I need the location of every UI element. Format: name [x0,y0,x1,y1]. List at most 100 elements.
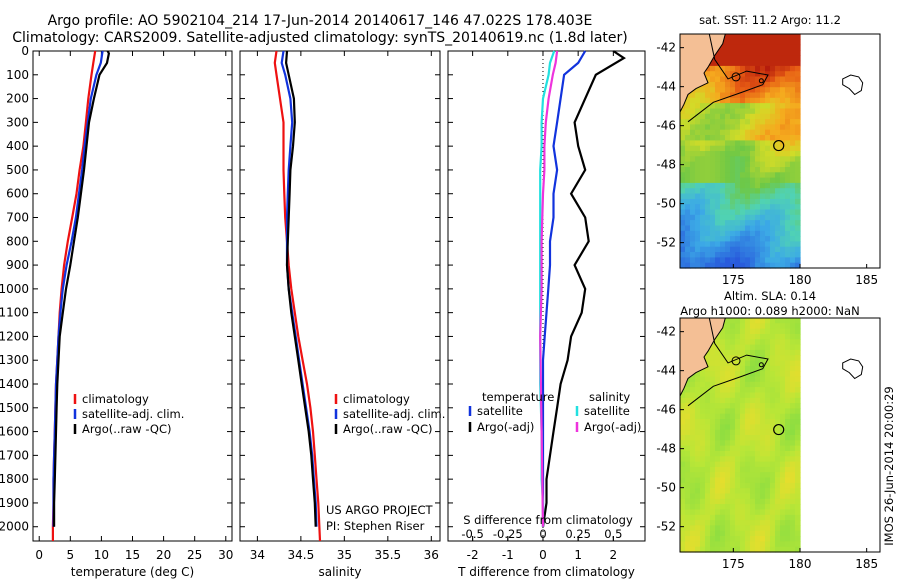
heatmap-cell [770,129,776,136]
heatmap-cell [780,252,786,258]
heatmap-cell [755,92,761,99]
heatmap-cell [725,355,731,362]
heatmap-cell [735,182,741,189]
heatmap-cell [725,456,731,463]
heatmap-cell [705,230,711,237]
heatmap-cell [745,60,751,67]
heatmap-cell [745,360,751,367]
heatmap-cell [705,392,711,399]
heatmap-cell [785,525,791,532]
heatmap-cell [760,328,766,335]
heatmap-cell [740,124,746,131]
heatmap-cell [770,419,776,425]
heatmap-cell [745,135,751,141]
heatmap-cell [690,424,696,431]
heatmap-cell [775,193,781,200]
heatmap-cell [760,119,766,125]
heatmap-cells [680,34,801,269]
heatmap-cell [690,124,696,131]
heatmap-cell [680,151,686,157]
heatmap-cell [775,365,781,372]
heatmap-cell [710,220,716,226]
heatmap-cell [690,541,696,548]
heatmap-cell [770,456,776,463]
heatmap-cell [740,188,746,195]
heatmap-cell [700,151,706,157]
heatmap-cell [790,65,796,72]
heatmap-cell [740,445,746,452]
heatmap-cell [750,140,756,147]
heatmap-cell [725,413,731,420]
heatmap-cell [770,424,776,431]
heatmap-cell [795,55,801,62]
heatmap-cell [775,376,781,383]
heatmap-cell [705,214,711,221]
heatmap-cell [765,541,771,548]
heatmap-cell [715,525,721,532]
heatmap-cell [795,262,801,269]
heatmap-cell [730,435,736,441]
heatmap-cell [720,477,726,484]
heatmap-cell [740,198,746,205]
heatmap-cell [770,87,776,94]
heatmap-cell [745,461,751,468]
x-tick-label: 30 [218,548,233,562]
heatmap-cell [715,477,721,484]
heatmap-cell [790,328,796,335]
heatmap-cell [695,477,701,484]
map-title: Altim. SLA: 0.14 [724,289,816,303]
heatmap-cell [745,392,751,399]
heatmap-cell [730,39,736,46]
heatmap-cell [780,360,786,367]
heatmap-cell [755,520,761,526]
heatmap-cell [725,167,731,173]
heatmap-cell [720,92,726,99]
x-tick-label: 5 [66,548,74,562]
heatmap-cell [745,451,751,457]
heatmap-cell [760,546,766,553]
heatmap-cell [720,167,726,173]
heatmap-cell [745,413,751,420]
heatmap-cell [715,135,721,141]
heatmap-cell [770,151,776,157]
heatmap-cell [680,124,686,131]
heatmap-cell [770,262,776,269]
heatmap-cell [740,241,746,248]
heatmap-cell [740,408,746,415]
heatmap-cell [735,55,741,62]
heatmap-cell [730,113,736,120]
heatmap-cell [785,461,791,468]
heatmap-cell [690,381,696,388]
heatmap-cell [750,403,756,409]
heatmap-cell [780,119,786,125]
heatmap-cell [700,161,706,168]
heatmap-cell [755,97,761,104]
heatmap-cell [730,392,736,399]
heatmap-cell [710,193,716,200]
heatmap-cell [680,257,686,264]
heatmap-cell [715,236,721,242]
island-marker [731,72,741,82]
heatmap-cell [715,334,721,340]
heatmap-cell [770,530,776,537]
heatmap-cell [745,546,751,553]
heatmap-cell [775,44,781,51]
heatmap-cell [785,392,791,399]
heatmap-cell [685,445,691,452]
heatmap-cell [715,198,721,205]
heatmap-cell [750,397,756,404]
heatmap-cell [795,241,801,248]
heatmap-cell [770,546,776,553]
heatmap-cell [755,172,761,179]
heatmap-cell [775,509,781,516]
heatmap-cell [765,60,771,67]
heatmap-cell [770,408,776,415]
heatmap-cell [755,182,761,189]
heatmap-cell [715,167,721,173]
x-tick-label: 34 [250,548,265,562]
heatmap-cell [685,387,691,393]
heatmap-cell [735,204,741,211]
heatmap-cell [685,541,691,548]
heatmap-cell [735,456,741,463]
heatmap-cell [795,339,801,346]
